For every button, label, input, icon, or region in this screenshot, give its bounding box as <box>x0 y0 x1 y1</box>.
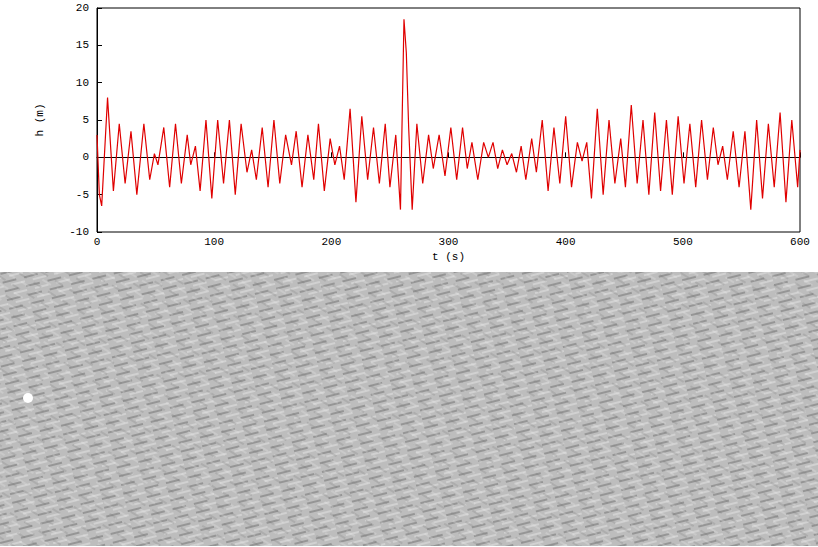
svg-text:15: 15 <box>76 39 89 51</box>
svg-text:400: 400 <box>556 236 576 248</box>
svg-text:100: 100 <box>204 236 224 248</box>
svg-text:300: 300 <box>439 236 459 248</box>
svg-text:h (m): h (m) <box>34 103 46 136</box>
svg-text:-5: -5 <box>76 189 89 201</box>
svg-text:600: 600 <box>790 236 810 248</box>
svg-text:10: 10 <box>76 77 89 89</box>
svg-text:-10: -10 <box>69 226 89 238</box>
svg-text:500: 500 <box>673 236 693 248</box>
svg-text:0: 0 <box>82 151 89 163</box>
svg-text:5: 5 <box>82 114 89 126</box>
svg-text:20: 20 <box>76 2 89 14</box>
svg-text:t (s): t (s) <box>432 251 465 263</box>
svg-text:200: 200 <box>321 236 341 248</box>
svg-text:0: 0 <box>94 236 101 248</box>
